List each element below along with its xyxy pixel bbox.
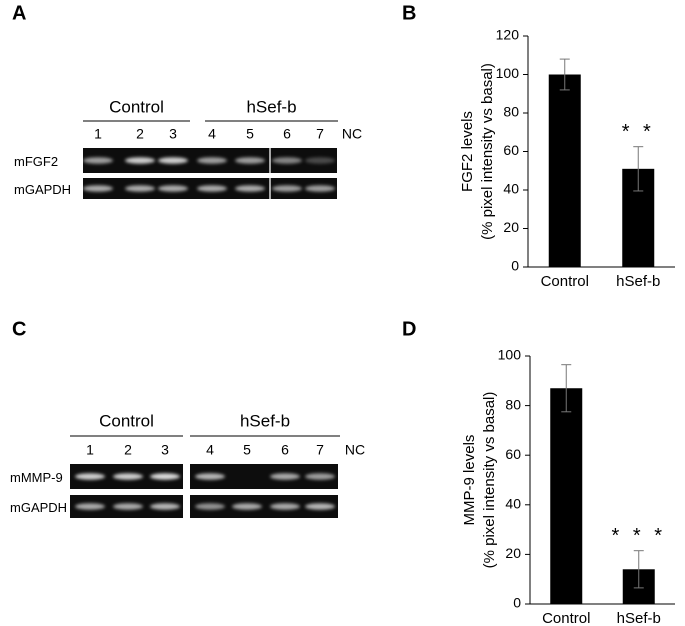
y-tick-label: 60 [505,446,521,462]
gel-band [232,503,262,510]
gel-band [150,473,180,480]
lane-label: 1 [94,126,102,142]
gel-strip [190,495,338,518]
lane-label: 3 [169,126,177,142]
row-label: mFGF2 [14,154,58,169]
x-tick-label: hSef-b [617,610,661,626]
panel-label: A [12,2,26,24]
group-label: Control [109,97,164,116]
gel-band [158,157,188,164]
y-tick-label: 40 [505,496,521,512]
gel-band [305,185,335,192]
lane-label: 5 [243,442,251,458]
lane-label: 6 [281,442,289,458]
lane-label: 4 [206,442,214,458]
gel-band [75,503,105,510]
gel-band [83,157,113,164]
y-tick-label: 60 [503,142,519,158]
error-bar [559,58,570,91]
x-tick-label: Control [542,610,590,626]
lane-label: NC [345,442,365,458]
y-axis-label: (% pixel intensity vs basal) [481,392,498,569]
y-tick-label: 0 [513,595,521,611]
lane-label: 4 [208,126,216,142]
significance: * * * [612,525,666,547]
gel-band [270,473,300,480]
gel-band [113,473,143,480]
group-label: hSef-b [240,411,290,430]
group-label: hSef-b [246,97,296,116]
error-bar [633,146,644,192]
lane-label: 5 [246,126,254,142]
gel-band [235,157,265,164]
gel-band [305,157,335,164]
lane-label: 7 [316,126,324,142]
gel-band [195,473,225,480]
y-axis-label: FGF2 levels [459,111,476,192]
y-tick-label: 0 [511,258,519,274]
gel-band [125,157,155,164]
error-bar [561,364,572,413]
lane-label: NC [342,126,362,142]
gel-band [197,157,227,164]
gel-band [272,185,302,192]
error-bar [633,550,644,589]
x-tick-label: hSef-b [616,273,660,290]
y-tick-label: 20 [503,219,519,235]
gel-band [83,185,113,192]
x-tick-label: Control [541,273,589,290]
lane-label: 1 [86,442,94,458]
gel-band [270,503,300,510]
y-axis-label: (% pixel intensity vs basal) [479,63,496,240]
significance: * * [622,121,655,143]
panel-label: C [12,318,26,340]
gel-band [195,503,225,510]
panel-label: D [402,318,416,340]
y-tick-label: 20 [505,545,521,561]
row-label: mGAPDH [14,182,71,197]
lane-label: 2 [136,126,144,142]
y-tick-label: 100 [498,347,522,363]
gel-band [197,185,227,192]
y-tick-label: 80 [505,396,521,412]
gel-band [235,185,265,192]
gel-band [150,503,180,510]
lane-label: 3 [161,442,169,458]
gel-band [113,503,143,510]
gel-band [272,157,302,164]
gel-band [125,185,155,192]
y-tick-label: 100 [496,65,520,81]
row-label: mMMP-9 [10,470,63,485]
gel-band [305,503,335,510]
lane-label: 6 [283,126,291,142]
y-tick-label: 120 [496,27,520,43]
gel-band [75,473,105,480]
panel-label: B [402,2,416,24]
lane-label: 7 [316,442,324,458]
gel-band [305,473,335,480]
bar [548,74,581,267]
y-axis-label: MMP-9 levels [461,435,478,526]
bar [550,388,583,604]
group-label: Control [99,411,154,430]
lane-label: 2 [124,442,132,458]
y-tick-label: 40 [503,181,519,197]
y-tick-label: 80 [503,104,519,120]
gel-band [158,185,188,192]
row-label: mGAPDH [10,500,67,515]
